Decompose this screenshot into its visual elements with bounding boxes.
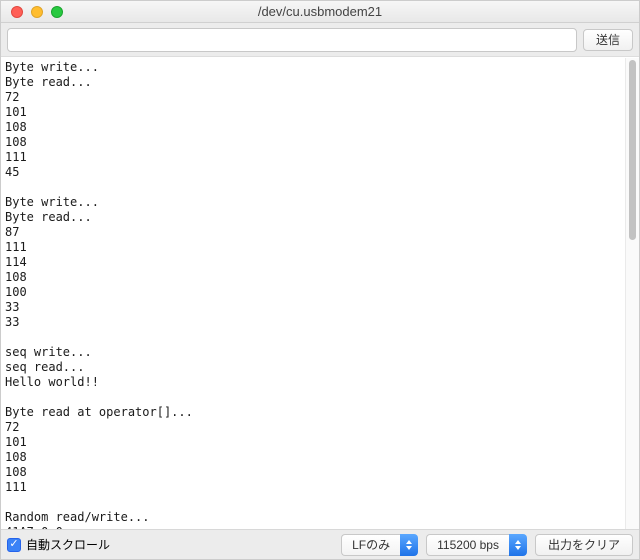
titlebar[interactable]: /dev/cu.usbmodem21 [1, 1, 639, 23]
footer: ✓ 自動スクロール LFのみ 115200 bps 出力をクリア [1, 529, 639, 559]
close-icon[interactable] [11, 6, 23, 18]
baud-rate-select[interactable]: 115200 bps [426, 534, 527, 556]
line-ending-select[interactable]: LFのみ [341, 534, 418, 556]
chevron-updown-icon [509, 534, 527, 556]
baud-rate-label: 115200 bps [426, 534, 509, 556]
serial-input[interactable] [7, 28, 577, 52]
clear-output-button[interactable]: 出力をクリア [535, 534, 633, 556]
output-area: Byte write... Byte read... 72 101 108 10… [1, 57, 639, 529]
chevron-updown-icon [400, 534, 418, 556]
traffic-lights [1, 6, 63, 18]
maximize-icon[interactable] [51, 6, 63, 18]
checkbox-icon[interactable]: ✓ [7, 538, 21, 552]
autoscroll-label: 自動スクロール [26, 536, 110, 553]
serial-output[interactable]: Byte write... Byte read... 72 101 108 10… [1, 58, 625, 529]
serial-monitor-window: /dev/cu.usbmodem21 送信 Byte write... Byte… [0, 0, 640, 560]
minimize-icon[interactable] [31, 6, 43, 18]
scrollbar[interactable] [625, 58, 639, 529]
autoscroll-toggle[interactable]: ✓ 自動スクロール [7, 536, 333, 553]
line-ending-label: LFのみ [341, 534, 400, 556]
window-title: /dev/cu.usbmodem21 [1, 4, 639, 19]
send-button[interactable]: 送信 [583, 29, 633, 51]
scrollthumb[interactable] [629, 60, 636, 240]
toolbar: 送信 [1, 23, 639, 57]
